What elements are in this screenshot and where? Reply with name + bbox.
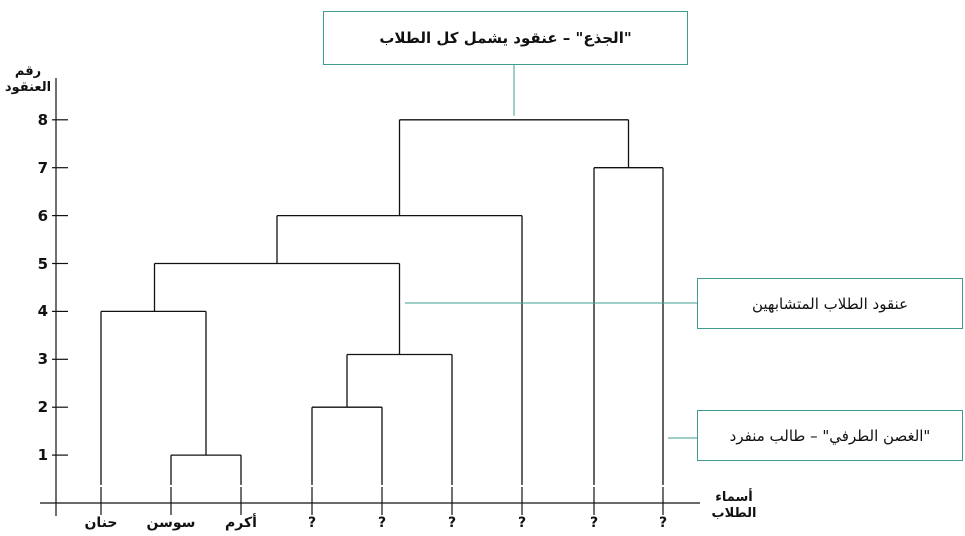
leaf-label: أكرم: [225, 515, 257, 531]
y-tick-label: 3: [37, 350, 48, 369]
leaf-label: سوسن: [146, 515, 196, 531]
leaf-label: ?: [307, 515, 317, 531]
y-tick-label: 8: [37, 110, 48, 129]
y-axis-title: رقم العنقود: [2, 64, 54, 96]
x-axis-title-line1: أسماء: [715, 490, 753, 505]
x-axis-title: أسماء الطلاب: [702, 490, 766, 522]
leaf-label: ?: [447, 515, 457, 531]
y-axis-title-line2: العنقود: [4, 80, 52, 95]
cluster-annotation: عنقود الطلاب المتشابهين: [697, 278, 963, 329]
root-annotation: "الجذع" – عنقود يشمل كل الطلاب: [323, 11, 688, 65]
leaf-label: ?: [377, 515, 387, 531]
y-tick-label: 7: [37, 158, 48, 177]
leaf-label: حنان: [84, 515, 118, 531]
x-axis-title-line2: الطلاب: [711, 506, 757, 521]
y-tick-label: 1: [37, 446, 48, 465]
leaf-label: ?: [589, 515, 599, 531]
leaf-annotation: "الغصن الطرفي" – طالب منفرد: [697, 410, 963, 461]
y-tick-label: 6: [37, 206, 48, 225]
y-tick-label: 5: [37, 254, 48, 273]
root-annotation-text: "الجذع" – عنقود يشمل كل الطلاب: [379, 29, 632, 47]
leaf-label: ?: [517, 515, 527, 531]
leaf-label: ?: [658, 515, 668, 531]
y-tick-label: 4: [37, 302, 48, 321]
y-tick-label: 2: [37, 398, 48, 417]
y-axis-title-line1: رقم: [14, 64, 42, 79]
leaf-annotation-text: "الغصن الطرفي" – طالب منفرد: [729, 426, 931, 445]
cluster-annotation-text: عنقود الطلاب المتشابهين: [751, 294, 909, 313]
